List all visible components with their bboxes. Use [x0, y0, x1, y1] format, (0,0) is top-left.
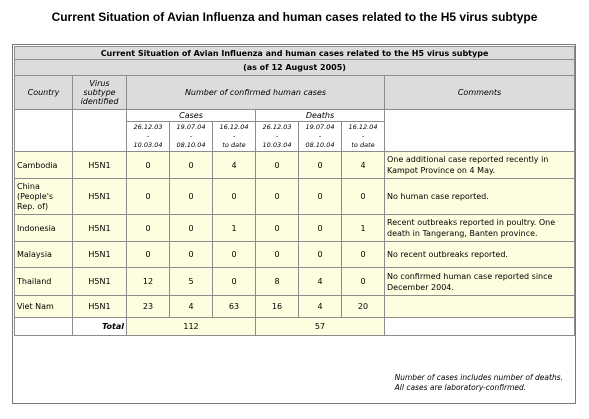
deaths-cell: 0 — [255, 241, 299, 268]
cases-cell: 4 — [212, 151, 256, 179]
cases-cell: 0 — [126, 214, 170, 242]
table-row: Viet Nam H5N1 23 4 63 16 4 20 — [14, 295, 576, 318]
table-row: Cambodia H5N1 0 0 4 0 0 4 One additional… — [14, 151, 576, 179]
empty-cell — [14, 109, 73, 152]
table-row: Indonesia H5N1 0 0 1 0 0 1 Recent outbre… — [14, 214, 576, 242]
period-row: 26.12.03-10.03.04 19.07.04-08.10.04 16.1… — [15, 121, 575, 152]
deaths-cell: 0 — [298, 241, 342, 268]
period-deaths-2: 19.07.04-08.10.04 — [298, 121, 342, 152]
table-row: Malaysia H5N1 0 0 0 0 0 0 No recent outb… — [14, 241, 576, 268]
cases-cell: 63 — [212, 295, 256, 318]
period-deaths-3: 16.12.04- to date — [341, 121, 385, 152]
header-row: Country Virus subtype identified Number … — [14, 75, 576, 110]
total-row: Total 112 57 — [14, 317, 576, 336]
cases-cell: 0 — [169, 214, 213, 242]
table-frame: Current Situation of Avian Influenza and… — [12, 44, 576, 404]
subtype-cell: H5N1 — [72, 178, 127, 215]
subtype-cell: H5N1 — [72, 267, 127, 296]
cases-cell: 12 — [126, 267, 170, 296]
cases-cell: 0 — [169, 151, 213, 179]
deaths-cell: 0 — [341, 267, 385, 296]
total-label: Total — [72, 317, 127, 336]
deaths-cell: 4 — [298, 295, 342, 318]
cases-cell: 0 — [126, 241, 170, 268]
country-cell: China (People's Rep. of) — [14, 178, 73, 215]
deaths-cell: 4 — [298, 267, 342, 296]
deaths-cell: 8 — [255, 267, 299, 296]
comment-cell: No human case reported. — [383, 178, 576, 215]
deaths-cell: 0 — [298, 178, 342, 215]
country-cell: Cambodia — [14, 151, 73, 179]
cases-cell: 0 — [212, 178, 256, 215]
header-deaths: Deaths — [255, 109, 385, 122]
deaths-cell: 0 — [255, 214, 299, 242]
comment-cell: Recent outbreaks reported in poultry. On… — [383, 214, 576, 242]
deaths-cell: 0 — [255, 151, 299, 179]
cases-cell: 4 — [169, 295, 213, 318]
subtype-cell: H5N1 — [72, 214, 127, 242]
deaths-cell: 0 — [341, 178, 385, 215]
deaths-cell: 20 — [341, 295, 385, 318]
deaths-cell: 0 — [298, 214, 342, 242]
period-cases-1: 26.12.03-10.03.04 — [126, 121, 170, 152]
cases-cell: 0 — [212, 241, 256, 268]
period-cases-3: 16.12.04- to date — [212, 121, 256, 152]
header-country: Country — [14, 75, 73, 110]
cases-cell: 0 — [126, 151, 170, 179]
comment-cell: No recent outbreaks reported. — [383, 241, 576, 268]
cases-cell: 23 — [126, 295, 170, 318]
comment-cell: No confirmed human case reported since D… — [383, 267, 576, 296]
period-cases-2: 19.07.04-08.10.04 — [169, 121, 213, 152]
as-of-date: (as of 12 August 2005) — [13, 59, 576, 76]
cases-cell: 1 — [212, 214, 256, 242]
deaths-cell: 0 — [341, 241, 385, 268]
cases-cell: 0 — [169, 178, 213, 215]
table-row: China (People's Rep. of) H5N1 0 0 0 0 0 … — [14, 178, 576, 215]
cases-cell: 0 — [212, 267, 256, 296]
comment-cell: One additional case reported recently in… — [383, 151, 576, 179]
total-cases: 112 — [126, 317, 256, 336]
empty-cell — [14, 317, 73, 336]
cases-cell: 5 — [169, 267, 213, 296]
country-cell: Indonesia — [14, 214, 73, 242]
page-title: Current Situation of Avian Influenza and… — [51, 10, 538, 24]
country-cell: Viet Nam — [14, 295, 73, 318]
period-deaths-1: 26.12.03-10.03.04 — [255, 121, 299, 152]
cases-cell: 0 — [169, 241, 213, 268]
footnote-deaths: Number of cases includes number of death… — [394, 373, 563, 382]
footnotes: Number of cases includes number of death… — [395, 373, 563, 393]
empty-cell — [383, 317, 576, 336]
table-row: Thailand H5N1 12 5 0 8 4 0 No confirmed … — [14, 267, 576, 296]
header-comments: Comments — [383, 75, 576, 110]
avian-flu-table: Current Situation of Avian Influenza and… — [13, 46, 576, 336]
country-cell: Thailand — [14, 267, 73, 296]
subtype-cell: H5N1 — [72, 151, 127, 179]
empty-cell — [383, 109, 576, 152]
header-cases: Cases — [126, 109, 256, 122]
subtype-cell: H5N1 — [72, 241, 127, 268]
deaths-cell: 0 — [255, 178, 299, 215]
deaths-cell: 4 — [341, 151, 385, 179]
deaths-cell: 0 — [298, 151, 342, 179]
footnote-lab-confirmed: All cases are laboratory-confirmed. — [394, 383, 527, 392]
empty-cell — [72, 109, 127, 152]
as-of-row: (as of 12 August 2005) — [13, 59, 576, 76]
country-cell: Malaysia — [14, 241, 73, 268]
subheader-row: Cases Deaths — [14, 109, 576, 152]
deaths-cell: 1 — [341, 214, 385, 242]
comment-cell — [383, 295, 576, 318]
header-confirmed-cases: Number of confirmed human cases — [126, 75, 385, 110]
header-subtype: Virus subtype identified — [72, 75, 127, 110]
subtype-cell: H5N1 — [72, 295, 127, 318]
total-deaths: 57 — [255, 317, 385, 336]
caption-row: Current Situation of Avian Influenza and… — [13, 46, 576, 60]
deaths-cell: 16 — [255, 295, 299, 318]
table-caption: Current Situation of Avian Influenza and… — [13, 46, 576, 60]
cases-cell: 0 — [126, 178, 170, 215]
